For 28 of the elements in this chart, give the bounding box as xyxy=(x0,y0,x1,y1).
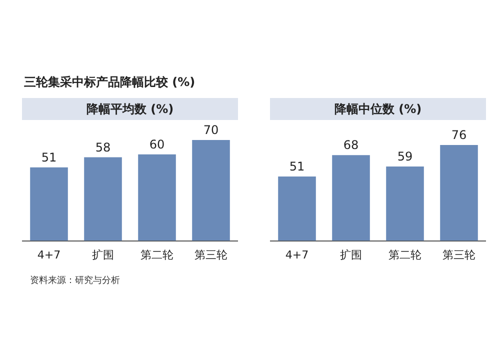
data-label: 68 xyxy=(343,138,359,152)
x-tick-label: 扩围 xyxy=(340,248,362,262)
data-label: 76 xyxy=(451,128,467,142)
text: 三轮集采中标产品降幅比较 (%) xyxy=(24,74,196,91)
bar xyxy=(440,145,478,241)
x-tick-label: 第二轮 xyxy=(140,248,174,262)
bar xyxy=(84,157,122,241)
x-tick-label: 4+7 xyxy=(285,248,309,262)
x-tick-label: 第三轮 xyxy=(194,248,228,262)
x-tick-label: 第三轮 xyxy=(442,248,476,262)
data-label: 70 xyxy=(203,123,219,138)
bar xyxy=(332,155,370,241)
bar xyxy=(192,140,230,241)
data-label: 51 xyxy=(289,160,305,174)
bar xyxy=(386,166,424,241)
bar xyxy=(278,176,316,241)
bar xyxy=(30,167,68,241)
text: 资料来源：研究与分析 xyxy=(30,274,120,287)
chart-title: 降幅平均数 (%) xyxy=(22,98,238,120)
bar xyxy=(138,154,176,241)
data-label: 51 xyxy=(41,150,57,164)
data-label: 58 xyxy=(95,140,111,154)
x-tick-label: 4+7 xyxy=(37,248,61,262)
chart-title: 降幅中位数 (%) xyxy=(270,98,486,120)
x-tick-label: 扩围 xyxy=(92,248,114,262)
data-label: 60 xyxy=(149,138,165,152)
x-tick-label: 第二轮 xyxy=(388,248,422,262)
data-label: 59 xyxy=(397,150,413,164)
